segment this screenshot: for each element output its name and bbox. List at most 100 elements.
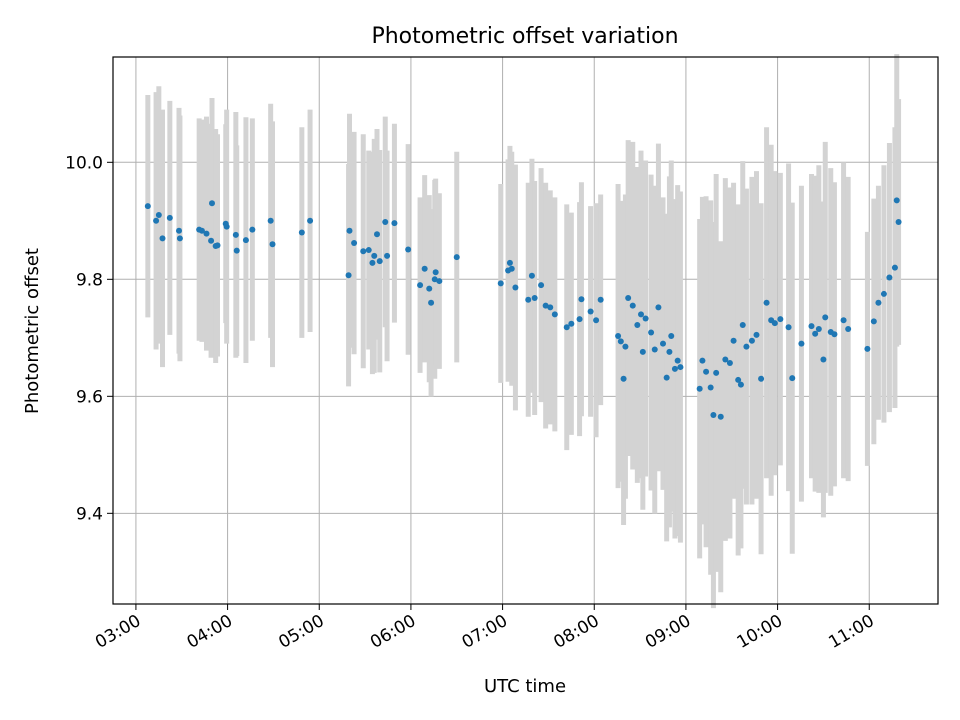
data-point bbox=[893, 197, 900, 204]
data-point bbox=[249, 226, 256, 233]
data-point bbox=[531, 295, 538, 302]
data-point bbox=[666, 348, 673, 355]
data-point bbox=[696, 385, 703, 392]
data-point bbox=[699, 357, 706, 364]
data-point bbox=[426, 285, 433, 292]
data-point bbox=[864, 345, 871, 352]
data-point bbox=[785, 324, 792, 331]
data-point bbox=[587, 308, 594, 315]
data-point bbox=[710, 412, 717, 419]
data-point bbox=[717, 413, 724, 420]
data-point bbox=[428, 299, 435, 306]
data-point bbox=[875, 299, 882, 306]
data-point bbox=[166, 214, 173, 221]
data-point bbox=[593, 317, 600, 324]
data-point bbox=[506, 259, 513, 266]
data-point bbox=[671, 365, 678, 372]
data-point bbox=[421, 265, 428, 272]
data-point bbox=[638, 311, 644, 318]
data-point bbox=[812, 330, 819, 337]
data-point bbox=[371, 252, 378, 259]
data-point bbox=[155, 211, 162, 218]
data-point bbox=[615, 333, 622, 340]
data-point bbox=[726, 359, 733, 366]
data-point bbox=[707, 384, 714, 391]
data-point bbox=[663, 374, 670, 381]
data-point bbox=[431, 276, 438, 283]
y-tick-label: 10.0 bbox=[65, 153, 103, 173]
y-axis-label: Photometric offset bbox=[22, 248, 43, 414]
data-point bbox=[242, 237, 249, 244]
data-point bbox=[660, 340, 666, 347]
data-point bbox=[298, 229, 305, 236]
data-point bbox=[159, 235, 166, 242]
chart-title: Photometric offset variation bbox=[371, 24, 678, 49]
data-point bbox=[895, 218, 902, 225]
data-point bbox=[176, 235, 183, 242]
data-point bbox=[176, 227, 182, 234]
data-point bbox=[789, 375, 796, 382]
data-point bbox=[622, 343, 629, 350]
data-point bbox=[209, 200, 215, 207]
data-point bbox=[376, 258, 383, 265]
data-point bbox=[497, 280, 504, 287]
data-point bbox=[267, 217, 274, 224]
y-tick-label: 9.6 bbox=[76, 387, 103, 407]
data-point bbox=[203, 230, 210, 237]
data-point bbox=[208, 237, 215, 244]
data-point bbox=[758, 375, 765, 382]
data-point bbox=[405, 246, 412, 253]
plot-frame bbox=[112, 56, 939, 605]
data-point bbox=[840, 317, 847, 324]
data-point bbox=[542, 302, 549, 309]
y-tick-label: 9.4 bbox=[76, 504, 103, 524]
x-axis-label: UTC time bbox=[484, 676, 566, 697]
data-point bbox=[730, 337, 737, 344]
data-point bbox=[777, 316, 784, 323]
data-point bbox=[563, 324, 570, 331]
data-point bbox=[233, 247, 240, 254]
data-point bbox=[232, 231, 239, 238]
data-point bbox=[822, 314, 829, 321]
data-point bbox=[223, 223, 230, 230]
data-point bbox=[648, 329, 655, 336]
data-point bbox=[674, 357, 681, 364]
data-point bbox=[845, 326, 852, 333]
data-points bbox=[144, 197, 902, 420]
y-axis: 9.4 9.6 9.8 10.0 bbox=[65, 153, 113, 524]
data-point bbox=[617, 338, 624, 345]
data-point bbox=[771, 320, 778, 327]
data-point bbox=[551, 311, 558, 318]
data-point bbox=[753, 331, 760, 338]
data-point bbox=[870, 318, 877, 325]
data-point bbox=[547, 304, 554, 311]
data-point bbox=[763, 299, 770, 306]
data-point bbox=[153, 217, 160, 224]
data-point bbox=[538, 282, 545, 289]
data-point bbox=[360, 248, 367, 255]
data-point bbox=[642, 315, 649, 322]
data-point bbox=[620, 375, 627, 382]
data-point bbox=[634, 321, 641, 328]
data-point bbox=[508, 265, 515, 272]
data-point bbox=[886, 274, 893, 281]
data-point bbox=[512, 284, 519, 291]
data-point bbox=[391, 220, 398, 227]
y-tick-label: 9.8 bbox=[76, 270, 103, 290]
data-point bbox=[677, 364, 684, 371]
data-point bbox=[735, 376, 742, 383]
data-point bbox=[345, 272, 352, 279]
data-point bbox=[214, 242, 221, 249]
data-point bbox=[525, 296, 532, 303]
data-point bbox=[346, 227, 353, 234]
data-point bbox=[198, 227, 205, 234]
data-point bbox=[831, 331, 838, 338]
data-point bbox=[639, 348, 646, 355]
data-point bbox=[668, 333, 675, 340]
data-point bbox=[436, 278, 443, 285]
data-point bbox=[307, 217, 314, 224]
data-point bbox=[629, 302, 636, 309]
data-point bbox=[382, 218, 389, 225]
data-point bbox=[597, 296, 604, 303]
